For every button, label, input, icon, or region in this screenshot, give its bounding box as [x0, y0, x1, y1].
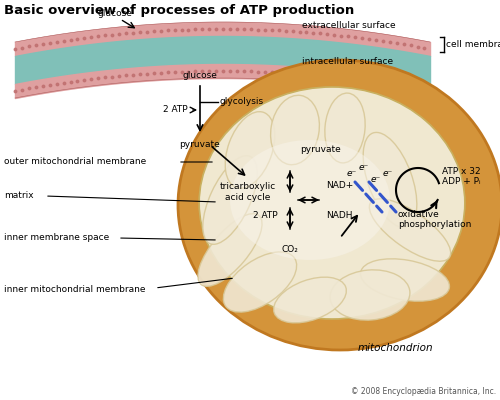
Ellipse shape [330, 270, 410, 320]
Ellipse shape [270, 95, 320, 165]
Ellipse shape [225, 112, 275, 188]
Ellipse shape [203, 156, 257, 244]
Text: e⁻: e⁻ [371, 176, 381, 184]
Text: 2 ATP: 2 ATP [254, 210, 278, 220]
Ellipse shape [224, 252, 296, 312]
Text: CO₂: CO₂ [282, 245, 298, 254]
Text: ATP x 32: ATP x 32 [442, 168, 480, 176]
Text: matrix: matrix [4, 190, 34, 200]
Text: glycolysis: glycolysis [220, 98, 264, 106]
Text: e⁻: e⁻ [347, 170, 357, 178]
Text: oxidative
phosphorylation: oxidative phosphorylation [398, 210, 471, 230]
Ellipse shape [325, 93, 365, 163]
Ellipse shape [199, 87, 465, 319]
Ellipse shape [370, 199, 450, 261]
Text: intracellular surface: intracellular surface [302, 58, 393, 66]
Text: tricarboxylic
acid cycle: tricarboxylic acid cycle [220, 182, 276, 202]
Text: NADH: NADH [326, 210, 352, 220]
Text: mitochondrion: mitochondrion [357, 343, 433, 353]
Text: inner membrane space: inner membrane space [4, 234, 109, 242]
Ellipse shape [198, 214, 262, 286]
Ellipse shape [360, 259, 450, 301]
Text: pyruvate: pyruvate [180, 140, 220, 149]
Text: outer mitochondrial membrane: outer mitochondrial membrane [4, 158, 146, 166]
Text: Basic overview of processes of ATP production: Basic overview of processes of ATP produ… [4, 4, 354, 17]
Text: © 2008 Encyclopædia Britannica, Inc.: © 2008 Encyclopædia Britannica, Inc. [351, 387, 496, 396]
Text: inner mitochondrial membrane: inner mitochondrial membrane [4, 286, 146, 294]
Text: cell membrane: cell membrane [446, 40, 500, 49]
Ellipse shape [274, 277, 346, 323]
Ellipse shape [363, 132, 417, 228]
Text: ADP + Pᵢ: ADP + Pᵢ [442, 178, 480, 186]
Text: e⁻: e⁻ [359, 164, 369, 172]
Text: NAD+: NAD+ [326, 180, 353, 190]
Text: glucose: glucose [182, 71, 218, 80]
Text: pyruvate: pyruvate [300, 146, 341, 154]
Text: e⁻: e⁻ [383, 170, 393, 178]
Text: extracellular surface: extracellular surface [302, 22, 396, 30]
Text: 2 ATP: 2 ATP [164, 106, 188, 114]
Text: glucose: glucose [98, 9, 132, 18]
Ellipse shape [230, 140, 390, 260]
Ellipse shape [178, 60, 500, 350]
